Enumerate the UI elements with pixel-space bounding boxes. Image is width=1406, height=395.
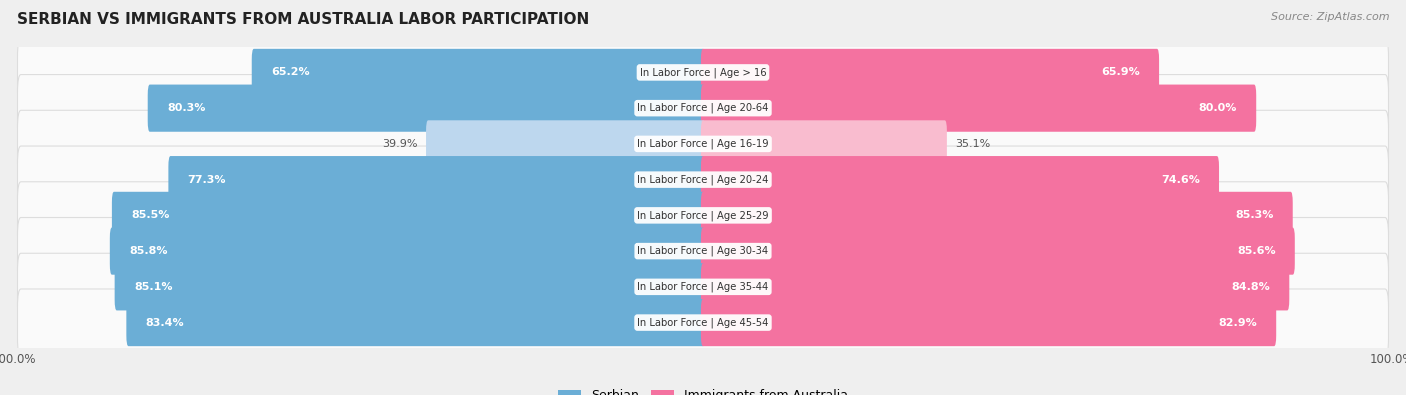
- Text: SERBIAN VS IMMIGRANTS FROM AUSTRALIA LABOR PARTICIPATION: SERBIAN VS IMMIGRANTS FROM AUSTRALIA LAB…: [17, 12, 589, 27]
- Text: In Labor Force | Age 35-44: In Labor Force | Age 35-44: [637, 282, 769, 292]
- FancyBboxPatch shape: [702, 192, 1292, 239]
- Text: In Labor Force | Age 25-29: In Labor Force | Age 25-29: [637, 210, 769, 221]
- FancyBboxPatch shape: [127, 299, 704, 346]
- FancyBboxPatch shape: [17, 289, 1389, 356]
- FancyBboxPatch shape: [702, 120, 946, 167]
- Text: In Labor Force | Age > 16: In Labor Force | Age > 16: [640, 67, 766, 78]
- FancyBboxPatch shape: [702, 49, 1159, 96]
- FancyBboxPatch shape: [115, 263, 704, 310]
- FancyBboxPatch shape: [17, 182, 1389, 249]
- FancyBboxPatch shape: [702, 156, 1219, 203]
- FancyBboxPatch shape: [702, 228, 1295, 275]
- Text: 85.8%: 85.8%: [129, 246, 167, 256]
- Text: 83.4%: 83.4%: [146, 318, 184, 327]
- Text: In Labor Force | Age 20-24: In Labor Force | Age 20-24: [637, 174, 769, 185]
- FancyBboxPatch shape: [702, 299, 1277, 346]
- FancyBboxPatch shape: [110, 228, 704, 275]
- FancyBboxPatch shape: [17, 39, 1389, 106]
- Text: 84.8%: 84.8%: [1232, 282, 1270, 292]
- FancyBboxPatch shape: [702, 85, 1256, 132]
- Text: 65.9%: 65.9%: [1101, 68, 1140, 77]
- FancyBboxPatch shape: [17, 218, 1389, 285]
- FancyBboxPatch shape: [702, 263, 1289, 310]
- FancyBboxPatch shape: [112, 192, 704, 239]
- Text: In Labor Force | Age 45-54: In Labor Force | Age 45-54: [637, 317, 769, 328]
- Text: In Labor Force | Age 20-64: In Labor Force | Age 20-64: [637, 103, 769, 113]
- FancyBboxPatch shape: [17, 146, 1389, 213]
- Text: 85.6%: 85.6%: [1237, 246, 1275, 256]
- Text: 74.6%: 74.6%: [1161, 175, 1199, 184]
- FancyBboxPatch shape: [169, 156, 704, 203]
- Text: 85.1%: 85.1%: [134, 282, 173, 292]
- Text: 80.3%: 80.3%: [167, 103, 205, 113]
- FancyBboxPatch shape: [252, 49, 704, 96]
- FancyBboxPatch shape: [17, 110, 1389, 177]
- Text: 85.5%: 85.5%: [131, 211, 170, 220]
- Text: 39.9%: 39.9%: [382, 139, 418, 149]
- Text: 85.3%: 85.3%: [1234, 211, 1274, 220]
- FancyBboxPatch shape: [17, 253, 1389, 320]
- Legend: Serbian, Immigrants from Australia: Serbian, Immigrants from Australia: [554, 384, 852, 395]
- Text: 65.2%: 65.2%: [271, 68, 309, 77]
- Text: 80.0%: 80.0%: [1198, 103, 1237, 113]
- Text: In Labor Force | Age 30-34: In Labor Force | Age 30-34: [637, 246, 769, 256]
- FancyBboxPatch shape: [17, 75, 1389, 142]
- FancyBboxPatch shape: [426, 120, 704, 167]
- FancyBboxPatch shape: [148, 85, 704, 132]
- Text: 35.1%: 35.1%: [955, 139, 990, 149]
- Text: 82.9%: 82.9%: [1218, 318, 1257, 327]
- Text: Source: ZipAtlas.com: Source: ZipAtlas.com: [1271, 12, 1389, 22]
- Text: 77.3%: 77.3%: [187, 175, 226, 184]
- Text: In Labor Force | Age 16-19: In Labor Force | Age 16-19: [637, 139, 769, 149]
